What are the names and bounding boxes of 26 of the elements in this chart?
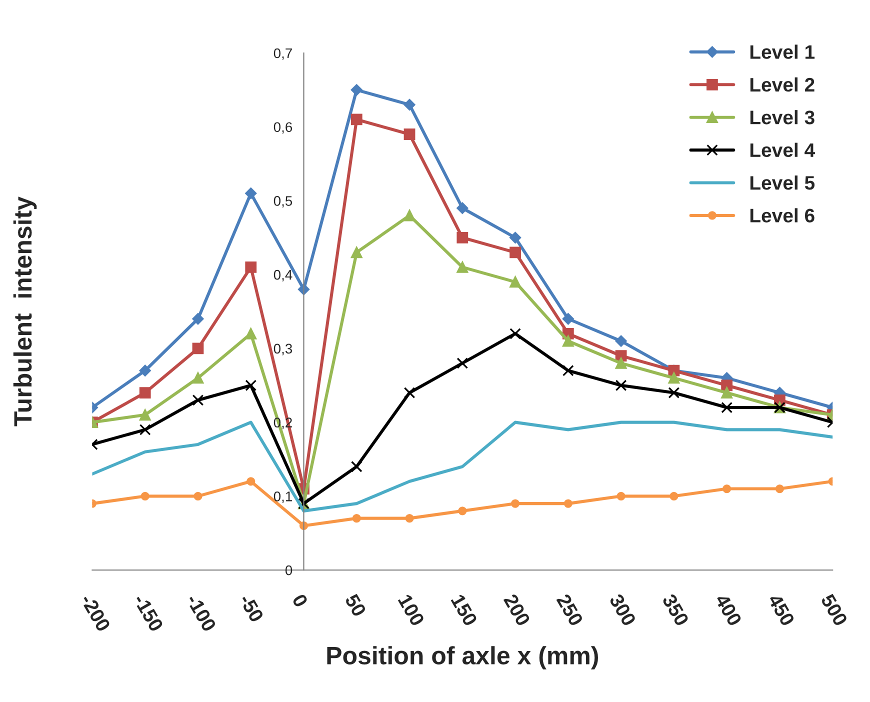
x-tick-label: 400 xyxy=(714,592,742,627)
legend-label: Level 1 xyxy=(750,44,815,59)
y-tick-label: 0,1 xyxy=(274,492,292,503)
y-axis-title: Turbulent intensity xyxy=(13,196,37,426)
y-tick-label: 0,7 xyxy=(274,48,292,60)
x-tick-label: 200 xyxy=(503,593,531,627)
legend-label: Level 2 xyxy=(750,77,814,92)
x-tick-label: 150 xyxy=(450,594,478,627)
legend-label: Level 3 xyxy=(750,110,814,124)
y-tick-label: 0,5 xyxy=(274,196,292,208)
y-tick-label: 0,4 xyxy=(274,270,292,282)
x-tick-label: -50 xyxy=(238,593,264,624)
legend-label: Level 5 xyxy=(750,175,815,190)
x-tick-label: 450 xyxy=(767,592,796,627)
y-tick-label: 0,6 xyxy=(274,122,292,134)
x-tick-label: 250 xyxy=(556,593,584,627)
x-tick-label: 300 xyxy=(608,592,636,627)
x-tick-label: 0 xyxy=(292,593,308,608)
x-tick-label: 100 xyxy=(398,594,425,627)
x-tick-label: 50 xyxy=(344,593,367,618)
x-tick-label: 500 xyxy=(820,593,848,627)
legend-label: Level 4 xyxy=(750,142,815,158)
x-tick-label: 350 xyxy=(662,592,690,627)
y-tick-label: 0,3 xyxy=(274,344,292,356)
x-axis-title: Position of axle x (mm) xyxy=(327,646,598,670)
legend-label: Level 6 xyxy=(750,208,814,222)
